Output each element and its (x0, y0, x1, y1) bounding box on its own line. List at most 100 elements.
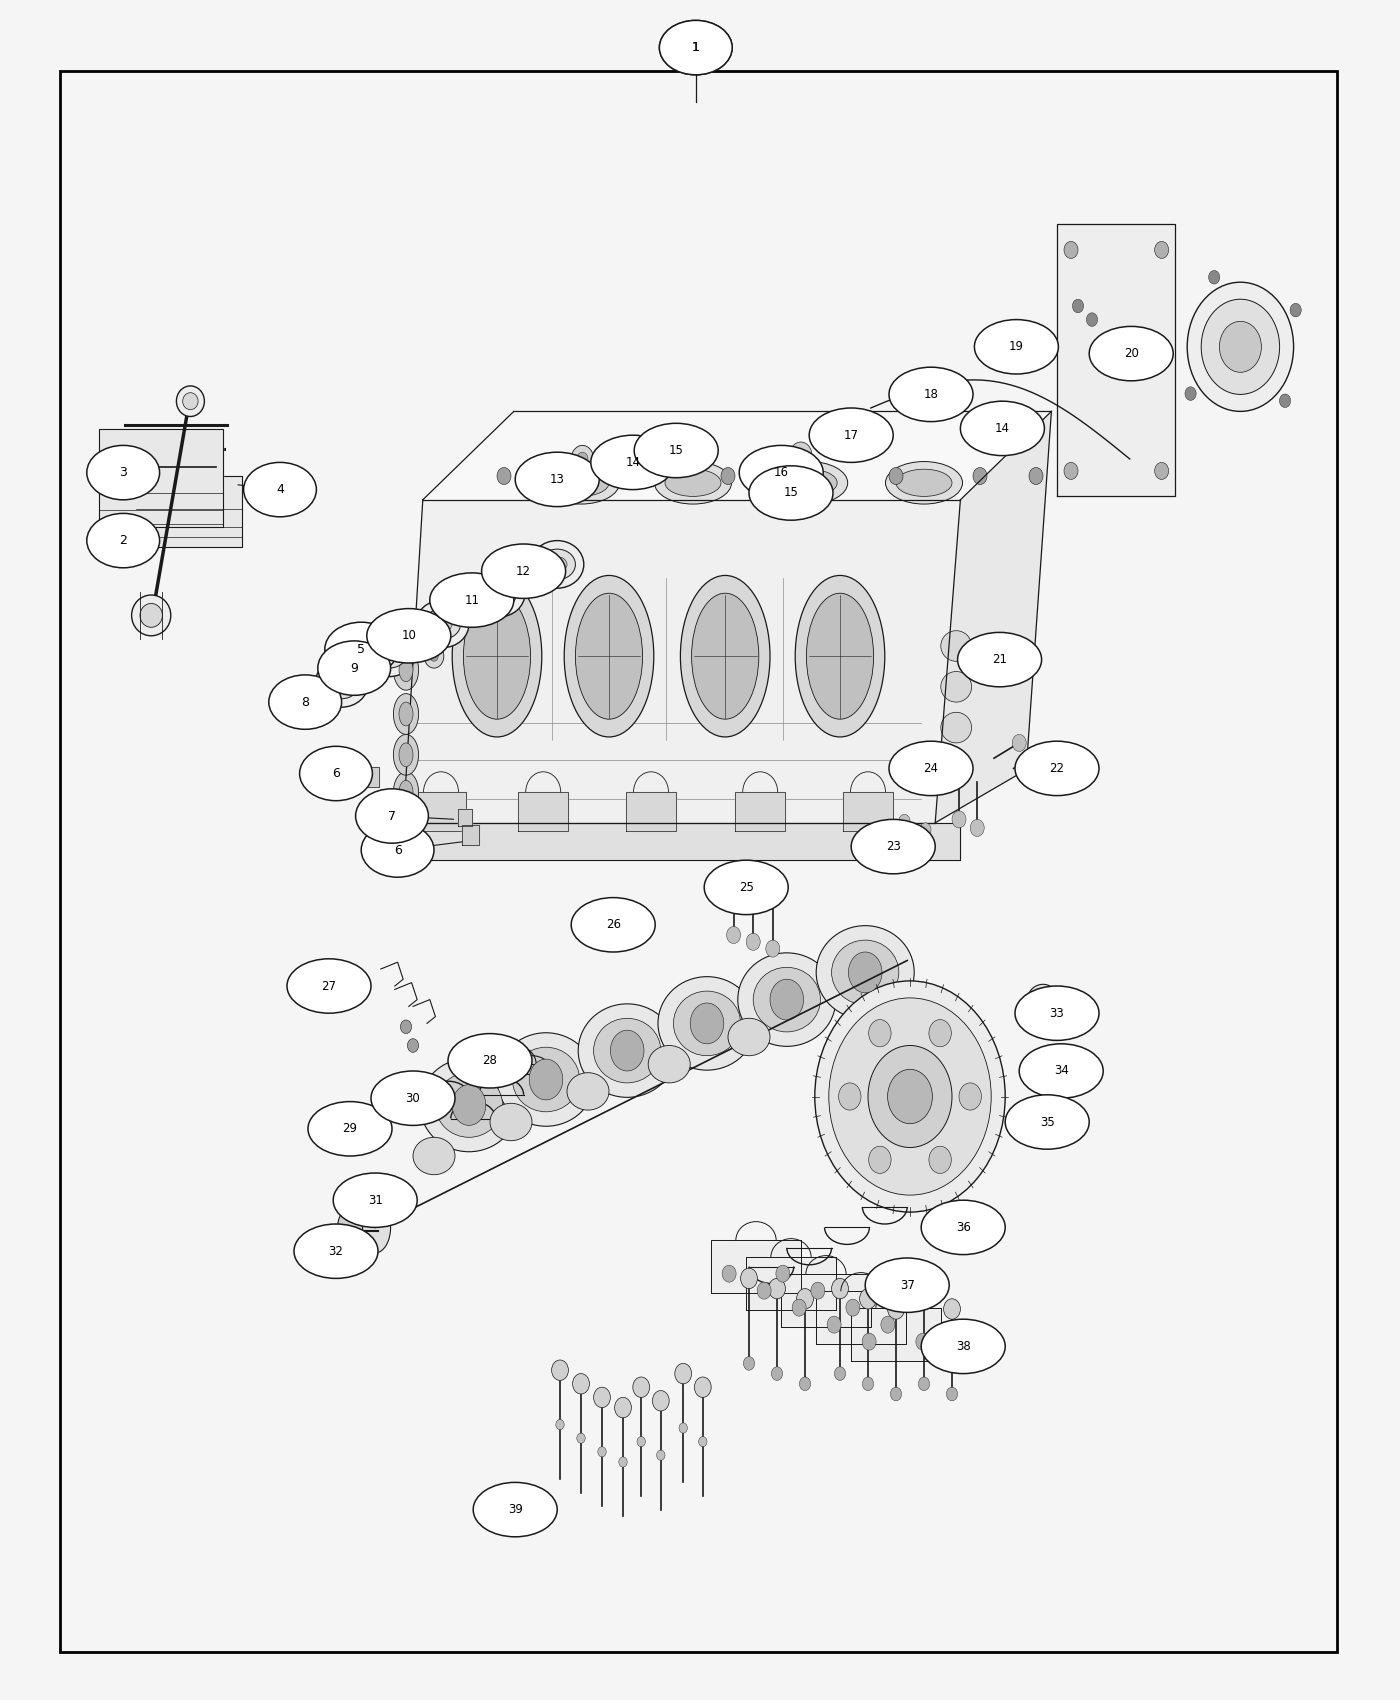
Ellipse shape (393, 694, 419, 734)
Circle shape (633, 1377, 650, 1397)
Polygon shape (1057, 224, 1175, 496)
Circle shape (1029, 468, 1043, 484)
Ellipse shape (659, 20, 732, 75)
Circle shape (430, 651, 438, 661)
Ellipse shape (543, 462, 619, 503)
Ellipse shape (333, 1173, 417, 1227)
Text: 14: 14 (995, 422, 1009, 435)
Ellipse shape (960, 401, 1044, 456)
Ellipse shape (1015, 986, 1099, 1040)
Ellipse shape (680, 576, 770, 738)
Polygon shape (735, 792, 785, 831)
Ellipse shape (482, 544, 566, 598)
Circle shape (571, 445, 594, 473)
Text: 24: 24 (924, 762, 938, 775)
Ellipse shape (809, 408, 893, 462)
Circle shape (832, 1278, 848, 1299)
Ellipse shape (575, 593, 643, 719)
Ellipse shape (1035, 991, 1051, 1008)
Polygon shape (363, 767, 379, 787)
Ellipse shape (497, 1034, 595, 1127)
Text: 1: 1 (692, 41, 700, 54)
Polygon shape (843, 792, 893, 831)
Circle shape (1219, 321, 1261, 372)
Ellipse shape (489, 585, 508, 602)
Text: 29: 29 (343, 1122, 357, 1136)
Circle shape (862, 1333, 876, 1350)
Text: 6: 6 (332, 767, 340, 780)
Circle shape (573, 1374, 589, 1394)
Ellipse shape (515, 452, 599, 507)
Polygon shape (378, 823, 960, 860)
Circle shape (721, 468, 735, 484)
Text: 31: 31 (368, 1193, 382, 1207)
Circle shape (829, 998, 991, 1195)
Ellipse shape (132, 595, 171, 636)
Circle shape (890, 1387, 902, 1401)
Ellipse shape (399, 658, 413, 682)
Ellipse shape (480, 578, 517, 609)
Ellipse shape (974, 320, 1058, 374)
Ellipse shape (921, 1200, 1005, 1255)
Circle shape (889, 468, 903, 484)
Circle shape (811, 1282, 825, 1299)
Circle shape (552, 1360, 568, 1380)
Ellipse shape (379, 644, 399, 661)
Ellipse shape (1015, 741, 1099, 796)
Circle shape (868, 1020, 892, 1047)
Ellipse shape (941, 672, 972, 702)
Circle shape (746, 933, 760, 950)
Text: 39: 39 (508, 1503, 522, 1516)
Circle shape (798, 462, 815, 483)
Circle shape (577, 1433, 585, 1443)
Ellipse shape (424, 609, 461, 639)
Ellipse shape (294, 1224, 378, 1278)
Ellipse shape (753, 967, 820, 1032)
Ellipse shape (1019, 1044, 1103, 1098)
Ellipse shape (889, 741, 973, 796)
Text: 20: 20 (1124, 347, 1138, 360)
Ellipse shape (361, 823, 434, 877)
Text: 21: 21 (993, 653, 1007, 666)
Circle shape (619, 901, 636, 921)
Circle shape (776, 1265, 790, 1282)
Ellipse shape (176, 386, 204, 416)
Ellipse shape (363, 629, 416, 677)
Ellipse shape (337, 1207, 363, 1251)
Circle shape (771, 1367, 783, 1380)
Text: 7: 7 (388, 809, 396, 823)
Ellipse shape (300, 746, 372, 801)
Polygon shape (626, 792, 676, 831)
Polygon shape (416, 792, 466, 831)
Ellipse shape (435, 1073, 503, 1137)
Circle shape (1184, 388, 1196, 401)
Polygon shape (458, 809, 472, 826)
Text: 2: 2 (119, 534, 127, 547)
Circle shape (1201, 299, 1280, 394)
Ellipse shape (781, 469, 837, 496)
Circle shape (722, 1265, 736, 1282)
Ellipse shape (308, 1102, 392, 1156)
Ellipse shape (738, 952, 836, 1047)
Circle shape (1280, 394, 1291, 408)
Circle shape (946, 1387, 958, 1401)
Circle shape (805, 468, 819, 484)
Circle shape (407, 1039, 419, 1052)
Circle shape (1064, 241, 1078, 258)
Ellipse shape (578, 1003, 676, 1098)
Ellipse shape (315, 660, 368, 707)
Circle shape (610, 1030, 644, 1071)
Circle shape (868, 1146, 892, 1173)
Text: 4: 4 (276, 483, 284, 496)
Text: 10: 10 (402, 629, 416, 643)
Text: 12: 12 (517, 564, 531, 578)
Polygon shape (746, 1258, 836, 1309)
Circle shape (952, 811, 966, 828)
Polygon shape (462, 824, 479, 845)
Circle shape (637, 1436, 645, 1447)
Ellipse shape (433, 617, 452, 632)
Circle shape (797, 1289, 813, 1309)
Text: 1: 1 (692, 41, 700, 54)
Circle shape (770, 979, 804, 1020)
Polygon shape (781, 1275, 871, 1326)
